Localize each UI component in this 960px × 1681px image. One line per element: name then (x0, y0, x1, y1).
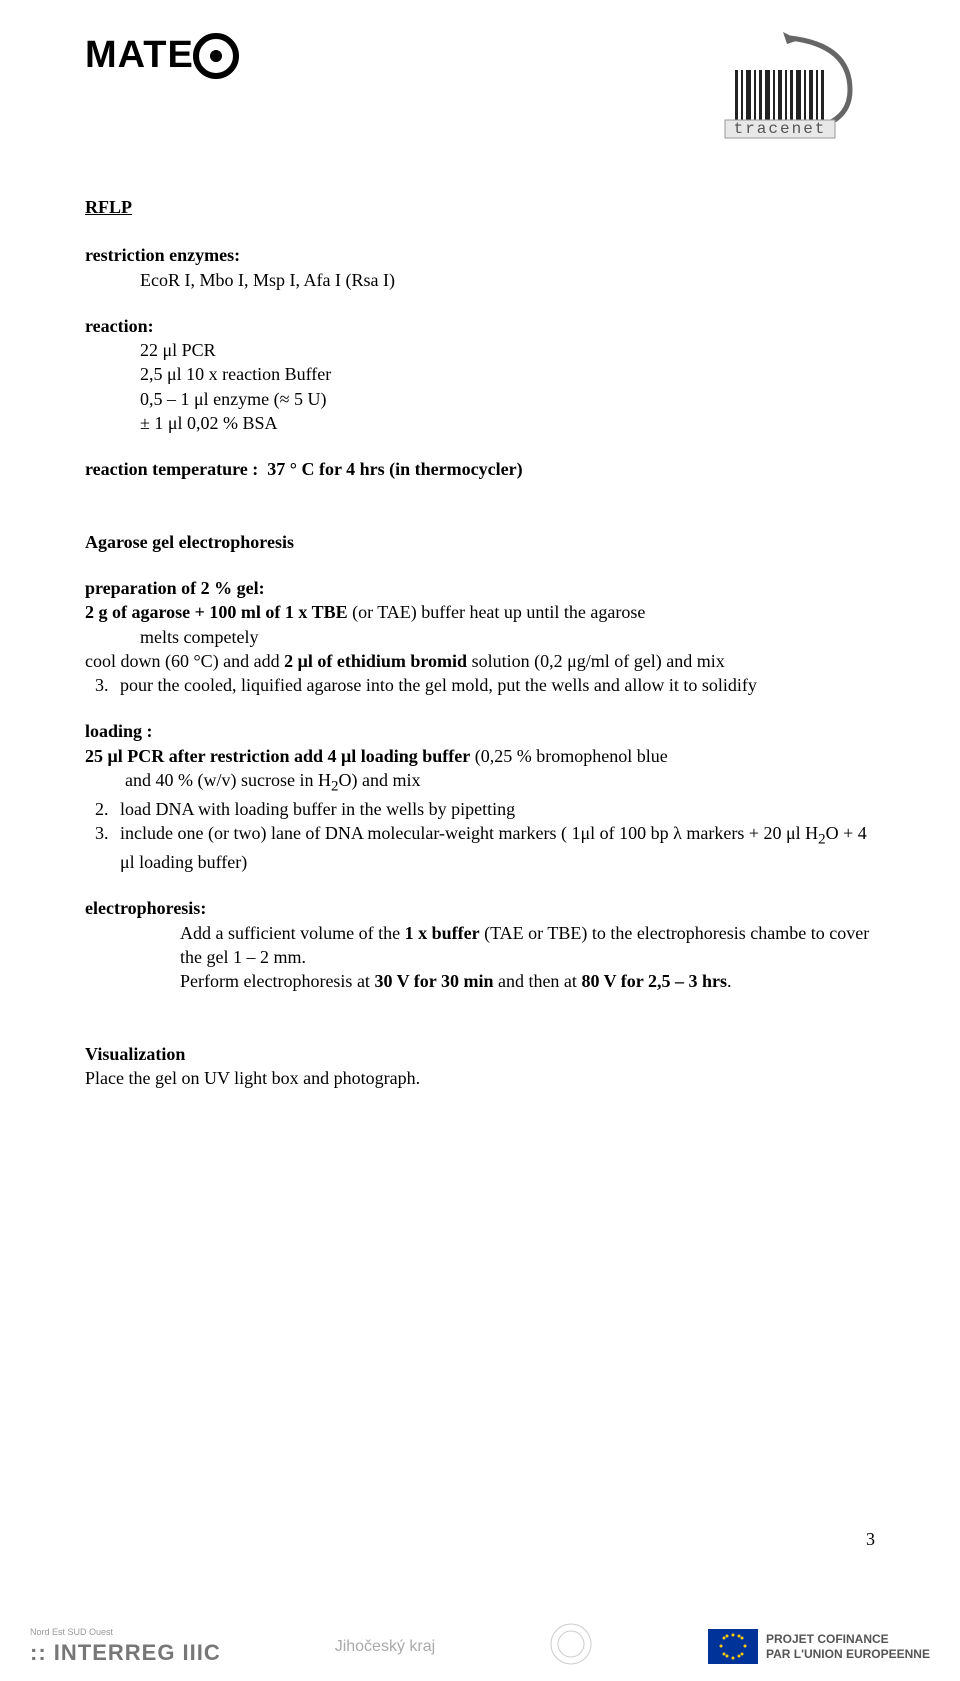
reaction-line-1: 22 μl PCR (140, 338, 875, 362)
loading-item3-a: include one (or two) lane of DNA molecul… (120, 823, 818, 843)
electro-line1: Add a sufficient volume of the 1 x buffe… (180, 921, 875, 970)
reaction-line-2: 2,5 μl 10 x reaction Buffer (140, 362, 875, 386)
preparation-line-1: 2 g of agarose + 100 ml of 1 x TBE (or T… (85, 600, 875, 624)
electro-l2-b: 30 V for 30 min (374, 971, 493, 991)
list-number: 2. (85, 797, 120, 821)
ministry-seal-icon (549, 1622, 594, 1667)
mateo-logo: MATE (85, 30, 242, 81)
preparation-line-2: cool down (60 °C) and add 2 μl of ethidi… (85, 649, 875, 673)
prep-l1-cont: melts competely (140, 625, 875, 649)
electro-line2: Perform electrophoresis at 30 V for 30 m… (180, 969, 875, 993)
electro-l1-b: 1 x buffer (405, 923, 480, 943)
electrophoresis-label: electrophoresis: (85, 896, 875, 920)
reaction-temp-label: reaction temperature : (85, 459, 258, 479)
loading-line-1: 25 μl PCR after restriction add 4 μl loa… (85, 744, 875, 768)
ministry-logo (549, 1622, 594, 1671)
electrophoresis-body: Add a sufficient volume of the 1 x buffe… (180, 921, 875, 994)
page-header: MATE tracenet (85, 30, 875, 145)
list-number: 3. (85, 821, 120, 874)
loading-item3-sub: 2 (818, 832, 826, 848)
reaction-temperature: reaction temperature : 37 ° C for 4 hrs … (85, 457, 875, 481)
electro-l2-a: Perform electrophoresis at (180, 971, 374, 991)
loading-l1-c: O) and mix (338, 770, 420, 790)
loading-l1-b: (0,25 % bromophenol blue (470, 746, 667, 766)
interreg-logo: Nord Est SUD Ouest :: INTERREG IIIC (30, 1626, 221, 1668)
interreg-main: :: INTERREG IIIC (30, 1638, 221, 1668)
prep-l2-c: solution (0,2 μg/ml of gel) and mix (467, 651, 725, 671)
loading-l1-a: 25 μl PCR after restriction add 4 μl loa… (85, 746, 470, 766)
reaction-line-4: ± 1 μl 0,02 % BSA (140, 411, 875, 435)
loading-label: loading : (85, 719, 875, 743)
prep-l2-a: cool down (60 °C) and add (85, 651, 284, 671)
loading-item2-body: load DNA with loading buffer in the well… (120, 797, 875, 821)
reaction-temp-value: 37 ° C for 4 hrs (in thermocycler) (267, 459, 522, 479)
page-footer: Nord Est SUD Ouest :: INTERREG IIIC Jiho… (0, 1622, 960, 1671)
preparation-item-3: 3. pour the cooled, liquified agarose in… (85, 673, 875, 697)
prep-l2-b: 2 μl of ethidium bromid (284, 651, 467, 671)
visualization-body: Place the gel on UV light box and photog… (85, 1066, 875, 1090)
loading-item3-body: include one (or two) lane of DNA molecul… (120, 821, 875, 874)
page-number: 3 (866, 1527, 875, 1551)
electro-l2-d: 80 V for 2,5 – 3 hrs (581, 971, 727, 991)
restriction-enzymes-value: EcoR I, Mbo I, Msp I, Afa I (Rsa I) (140, 268, 875, 292)
loading-item-3: 3. include one (or two) lane of DNA mole… (85, 821, 875, 874)
mateo-logo-text: MATE (85, 30, 194, 81)
interreg-top: Nord Est SUD Ouest (30, 1626, 221, 1638)
prep-l1-rest: (or TAE) buffer heat up until the agaros… (352, 602, 645, 622)
restriction-enzymes-label: restriction enzymes: (85, 243, 875, 267)
electro-l2-e: . (727, 971, 732, 991)
electro-l2-c: and then at (493, 971, 581, 991)
prep-item3-body: pour the cooled, liquified agarose into … (120, 673, 875, 697)
electro-l1-a: Add a sufficient volume of the (180, 923, 405, 943)
eu-cofinance-block: PROJET COFINANCE PAR L'UNION EUROPEENNE (708, 1629, 930, 1664)
eu-text: PROJET COFINANCE PAR L'UNION EUROPEENNE (766, 1632, 930, 1661)
eu-flag-icon (708, 1629, 758, 1664)
list-number: 3. (85, 673, 120, 697)
rflp-title: RFLP (85, 195, 875, 219)
preparation-label: preparation of 2 % gel: (85, 576, 875, 600)
reaction-line-3: 0,5 – 1 μl enzyme (≈ 5 U) (140, 387, 875, 411)
agarose-heading: Agarose gel electrophoresis (85, 530, 875, 554)
tracenet-logo: tracenet (695, 30, 875, 145)
loading-item-2: 2. load DNA with loading buffer in the w… (85, 797, 875, 821)
jihocesky-logo: Jihočeský kraj (335, 1636, 435, 1658)
mateo-logo-icon (190, 31, 242, 81)
eu-line2: PAR L'UNION EUROPEENNE (766, 1647, 930, 1661)
visualization-heading: Visualization (85, 1042, 875, 1066)
reaction-label: reaction: (85, 314, 875, 338)
prep-l1-bold: 2 g of agarose + 100 ml of 1 x TBE (85, 602, 348, 622)
tracenet-label-text: tracenet (734, 120, 827, 138)
eu-line1: PROJET COFINANCE (766, 1632, 930, 1646)
loading-line-1b: and 40 % (w/v) sucrose in H2O) and mix (125, 768, 875, 797)
